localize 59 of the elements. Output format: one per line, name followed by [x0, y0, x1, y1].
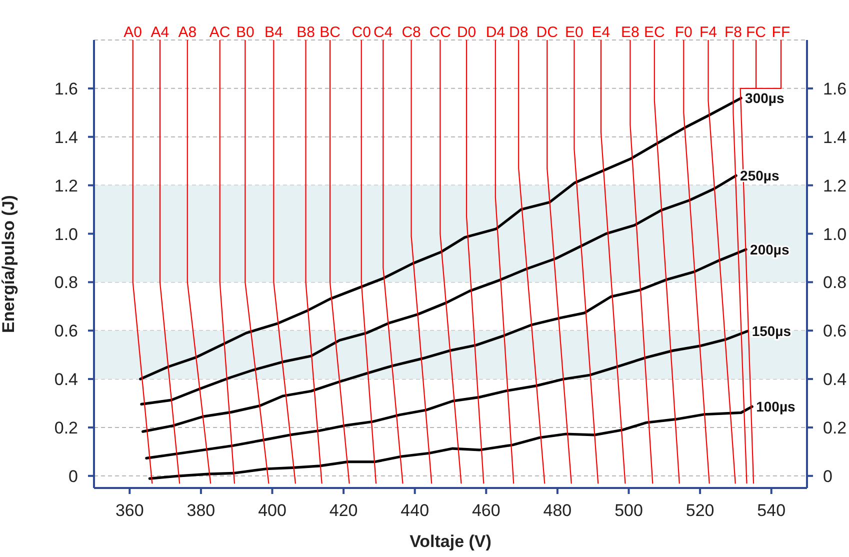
- y-axis-title: Energía/pulso (J): [0, 195, 18, 333]
- x-tick-label: 380: [186, 501, 216, 520]
- y2-tick-label: 1.4: [823, 128, 847, 147]
- series-label: F4: [699, 24, 718, 41]
- x-axis-title: Voltaje (V): [410, 532, 492, 551]
- series-label: FC: [746, 24, 766, 41]
- y-tick-label: 0: [68, 466, 78, 486]
- series-label: C8: [402, 24, 421, 41]
- x-tick-label: 420: [329, 501, 358, 520]
- series-label: E4: [592, 24, 610, 41]
- y2-tick-label: 0.2: [823, 418, 847, 438]
- y2-tick-label: 0.4: [823, 370, 847, 390]
- x-tick-label: 440: [400, 501, 430, 520]
- y2-tick-label: 0.8: [823, 273, 847, 292]
- x-tick-label: 360: [115, 501, 144, 520]
- y2-tick-label: 0.6: [823, 322, 847, 341]
- series-label: D8: [509, 24, 528, 41]
- series-label: E0: [565, 24, 584, 41]
- y2-tick-label: 0: [823, 466, 832, 486]
- y2-tick-label: 1.0: [823, 224, 847, 244]
- y2-tick-label: 1.6: [823, 79, 847, 98]
- series-label: F8: [724, 24, 742, 41]
- x-tick-label: 520: [686, 501, 714, 520]
- y-tick-label: 0.8: [54, 273, 78, 292]
- series-label: A0: [124, 24, 142, 41]
- x-tick-label: 480: [543, 501, 572, 520]
- y-tick-label: 1.0: [54, 224, 78, 244]
- series-label: B0: [236, 24, 254, 41]
- y-tick-label: 1.6: [54, 79, 78, 98]
- series-label: 200µs: [750, 241, 790, 258]
- series-label: 300µs: [745, 90, 784, 106]
- series-label: BC: [320, 24, 341, 41]
- series-label: 100µs: [756, 398, 796, 415]
- x-tick-label: 540: [757, 501, 786, 520]
- y-tick-label: 0.2: [54, 418, 78, 438]
- series-label: CC: [429, 24, 452, 41]
- y-tick-label: 0.6: [54, 322, 78, 341]
- series-label: D0: [456, 24, 476, 41]
- series-label: FF: [772, 24, 790, 41]
- y-tick-label: 1.4: [54, 128, 78, 147]
- series-label: F0: [674, 24, 692, 41]
- series-label: AC: [209, 24, 230, 41]
- x-tick-label: 460: [472, 501, 500, 520]
- series-label: E8: [620, 24, 640, 41]
- series-label: A8: [178, 24, 197, 41]
- series-label: B4: [264, 24, 283, 41]
- y-tick-label: 0.4: [54, 370, 78, 390]
- series-label: A4: [150, 24, 170, 41]
- x-tick-label: 400: [258, 501, 286, 520]
- series-label: C4: [374, 24, 393, 41]
- series-label: C0: [352, 24, 371, 41]
- series-label: 150µs: [752, 323, 792, 340]
- x-tick-label: 500: [614, 501, 643, 520]
- series-label: DC: [536, 24, 558, 41]
- y2-tick-label: 1.2: [823, 176, 847, 196]
- series-label: D4: [486, 24, 506, 41]
- y-tick-label: 1.2: [54, 176, 78, 196]
- series-label: B8: [296, 24, 315, 41]
- series-label: EC: [644, 24, 665, 41]
